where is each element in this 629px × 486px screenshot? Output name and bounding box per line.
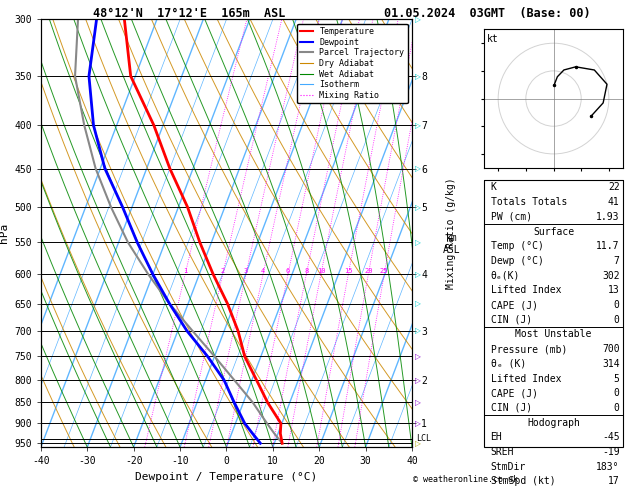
Text: kt: kt xyxy=(487,34,499,44)
Text: 4: 4 xyxy=(261,268,265,274)
Text: K: K xyxy=(491,182,496,192)
Text: Pressure (mb): Pressure (mb) xyxy=(491,344,567,354)
Text: 0: 0 xyxy=(614,388,620,398)
Text: 0: 0 xyxy=(614,300,620,310)
Text: -19: -19 xyxy=(602,447,620,457)
Text: Lifted Index: Lifted Index xyxy=(491,374,561,383)
Text: Lifted Index: Lifted Index xyxy=(491,285,561,295)
Text: CAPE (J): CAPE (J) xyxy=(491,300,538,310)
Text: 302: 302 xyxy=(602,271,620,280)
Text: θₑ (K): θₑ (K) xyxy=(491,359,526,369)
Text: 700: 700 xyxy=(602,344,620,354)
Text: EH: EH xyxy=(491,433,503,442)
Text: 22: 22 xyxy=(608,182,620,192)
Text: ▷: ▷ xyxy=(415,299,421,308)
Text: 0: 0 xyxy=(614,315,620,325)
Text: 5: 5 xyxy=(614,374,620,383)
Text: 20: 20 xyxy=(364,268,372,274)
Text: CIN (J): CIN (J) xyxy=(491,403,532,413)
Text: ▷: ▷ xyxy=(415,71,421,81)
Text: Totals Totals: Totals Totals xyxy=(491,197,567,207)
Text: 183°: 183° xyxy=(596,462,620,472)
Text: 48°12'N  17°12'E  165m  ASL: 48°12'N 17°12'E 165m ASL xyxy=(93,7,286,20)
Text: 1.93: 1.93 xyxy=(596,212,620,222)
Text: Most Unstable: Most Unstable xyxy=(515,330,592,339)
Text: 13: 13 xyxy=(608,285,620,295)
Text: 314: 314 xyxy=(602,359,620,369)
Text: 0: 0 xyxy=(614,403,620,413)
Text: CAPE (J): CAPE (J) xyxy=(491,388,538,398)
Text: ▷: ▷ xyxy=(415,439,421,448)
Text: 11.7: 11.7 xyxy=(596,241,620,251)
Text: CIN (J): CIN (J) xyxy=(491,315,532,325)
Text: StmDir: StmDir xyxy=(491,462,526,472)
Text: ▷: ▷ xyxy=(415,164,421,173)
Text: PW (cm): PW (cm) xyxy=(491,212,532,222)
Text: 25: 25 xyxy=(380,268,389,274)
Text: ▷: ▷ xyxy=(415,121,421,130)
Text: Dewp (°C): Dewp (°C) xyxy=(491,256,543,266)
Text: ▷: ▷ xyxy=(415,15,421,24)
Text: θₑ(K): θₑ(K) xyxy=(491,271,520,280)
Legend: Temperature, Dewpoint, Parcel Trajectory, Dry Adiabat, Wet Adiabat, Isotherm, Mi: Temperature, Dewpoint, Parcel Trajectory… xyxy=(297,24,408,103)
Text: 10: 10 xyxy=(316,268,325,274)
X-axis label: Dewpoint / Temperature (°C): Dewpoint / Temperature (°C) xyxy=(135,472,318,482)
Text: ▷: ▷ xyxy=(415,270,421,279)
Text: ▷: ▷ xyxy=(415,327,421,335)
Text: Surface: Surface xyxy=(533,226,574,237)
Text: Hodograph: Hodograph xyxy=(527,417,580,428)
Text: ▷: ▷ xyxy=(415,398,421,407)
Text: 7: 7 xyxy=(614,256,620,266)
Text: StmSpd (kt): StmSpd (kt) xyxy=(491,476,555,486)
Text: 6: 6 xyxy=(286,268,290,274)
Y-axis label: hPa: hPa xyxy=(0,223,9,243)
Text: ▷: ▷ xyxy=(415,352,421,361)
Text: 41: 41 xyxy=(608,197,620,207)
Text: SREH: SREH xyxy=(491,447,514,457)
Text: 2: 2 xyxy=(221,268,225,274)
Text: 8: 8 xyxy=(304,268,308,274)
Text: ▷: ▷ xyxy=(415,376,421,384)
Text: 1: 1 xyxy=(183,268,187,274)
Text: 01.05.2024  03GMT  (Base: 00): 01.05.2024 03GMT (Base: 00) xyxy=(384,7,591,20)
Text: 3: 3 xyxy=(244,268,248,274)
Text: 15: 15 xyxy=(344,268,352,274)
Text: ▷: ▷ xyxy=(415,203,421,212)
Text: © weatheronline.co.uk: © weatheronline.co.uk xyxy=(413,474,518,484)
Text: 17: 17 xyxy=(608,476,620,486)
Text: ▷: ▷ xyxy=(415,419,421,428)
Text: LCL: LCL xyxy=(416,434,431,443)
Text: -45: -45 xyxy=(602,433,620,442)
Y-axis label: km
ASL: km ASL xyxy=(443,233,460,255)
Text: Temp (°C): Temp (°C) xyxy=(491,241,543,251)
Text: ▷: ▷ xyxy=(415,238,421,247)
Text: Mixing Ratio (g/kg): Mixing Ratio (g/kg) xyxy=(446,177,456,289)
